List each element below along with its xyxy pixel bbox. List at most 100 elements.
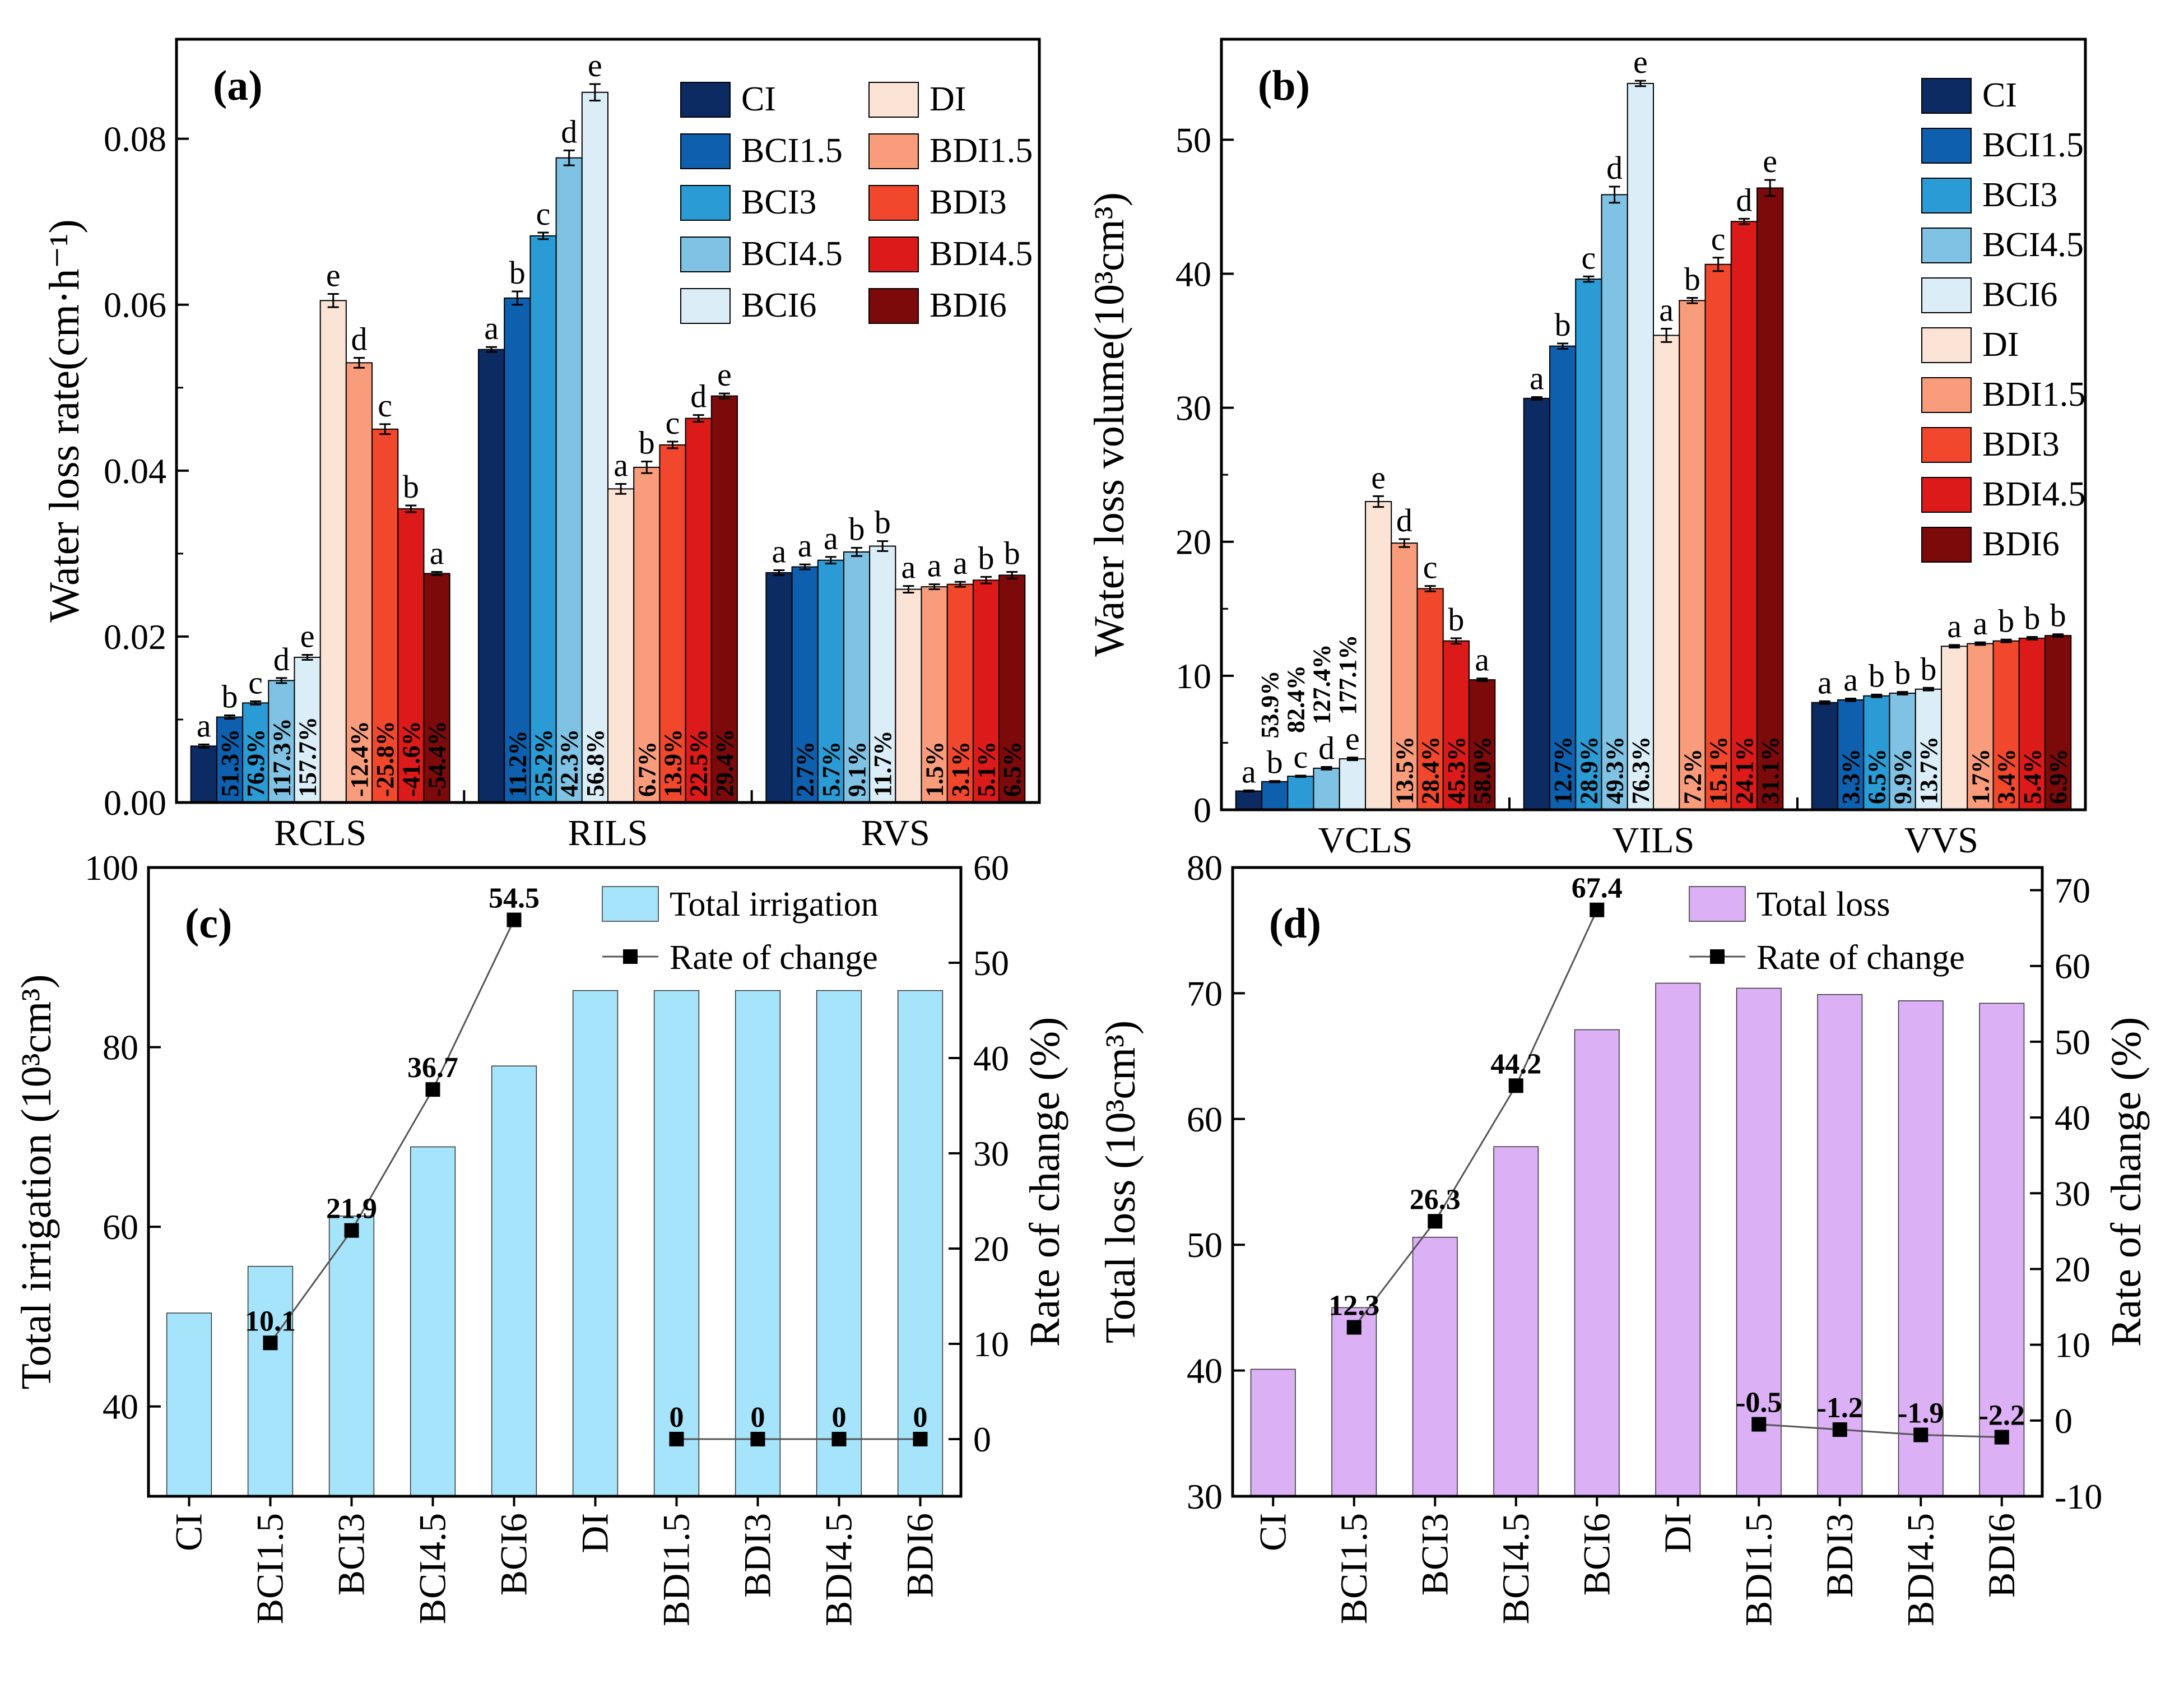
- significance-letter: b: [639, 425, 655, 461]
- error-bar: [1819, 700, 1830, 705]
- rate-value-label: 44.2: [1490, 1048, 1541, 1080]
- error-bar: [851, 547, 863, 557]
- bar-VCLS-BCI4.5: [1313, 767, 1340, 810]
- significance-letter: c: [1711, 221, 1726, 257]
- error-bar: [276, 677, 287, 684]
- legend-label: BCI6: [741, 286, 816, 324]
- error-bar: [954, 581, 966, 588]
- significance-letter: d: [1318, 730, 1335, 766]
- y-tick-label: 80: [103, 1028, 138, 1068]
- y-tick-label: 50: [1175, 120, 1211, 160]
- rate-line: [1353, 910, 1598, 1328]
- bar-BDI6: [897, 990, 944, 1497]
- bar-CI: [166, 1312, 212, 1497]
- y-tick-label: 0.02: [104, 617, 166, 657]
- significance-letter: d: [561, 113, 577, 150]
- bar-RVS-DI: [895, 588, 922, 804]
- error-bar: [773, 569, 785, 576]
- y2-tick-label: 30: [2055, 1173, 2090, 1213]
- significance-letter: d: [690, 378, 707, 415]
- legend-label: CI: [1982, 76, 2017, 114]
- significance-letter: a: [484, 310, 499, 346]
- y2-tick-label: 20: [2055, 1249, 2090, 1289]
- y-tick-label: 0.08: [104, 119, 166, 159]
- y2-tick-label: 20: [973, 1229, 1009, 1269]
- bar-VILS-BDI3: [1704, 263, 1732, 810]
- legend-label: BDI3: [930, 183, 1007, 221]
- y-tick-label: 60: [1187, 1100, 1223, 1139]
- error-bar: [2026, 636, 2038, 641]
- error-bar: [224, 715, 235, 720]
- rate-marker: [1832, 1422, 1847, 1437]
- group-label: VVS: [1904, 820, 1978, 861]
- y-tick-label: 30: [1187, 1477, 1223, 1516]
- error-bar: [1557, 342, 1569, 350]
- significance-letter: a: [1843, 662, 1858, 698]
- pct-label: 9.1%: [843, 741, 871, 797]
- rate-value-label: 0: [832, 1402, 847, 1434]
- rate-marker: [1751, 1417, 1767, 1432]
- significance-letter: b: [1448, 601, 1464, 638]
- bar-BDI1.5: [653, 990, 700, 1497]
- significance-letter: c: [378, 387, 392, 424]
- pct-label: -25.8%: [371, 721, 399, 797]
- rate-marker: [344, 1223, 359, 1238]
- legend-swatch-BCI1.5: [1921, 128, 1972, 164]
- x-tick-label: BCI4.5: [411, 1513, 454, 1624]
- error-bar: [1609, 185, 1620, 204]
- legend-swatch-BCI6: [680, 288, 731, 324]
- legend-swatch-BDI1.5: [1921, 377, 1972, 413]
- legend-label: BDI4.5: [930, 235, 1033, 273]
- y2-tick-label: 60: [973, 848, 1009, 888]
- x-tick-label: DI: [1656, 1513, 1699, 1553]
- x-tick-label: BCI1.5: [249, 1513, 291, 1624]
- significance-letter: b: [1998, 602, 2014, 639]
- error-bar: [1974, 641, 1986, 646]
- rate-value-label: 67.4: [1572, 873, 1623, 904]
- bar-VVS-DI: [1941, 646, 1968, 810]
- rate-line: [1759, 1423, 2002, 1439]
- pct-label: 6.9%: [2044, 749, 2072, 804]
- y2-tick-label: 50: [2055, 1022, 2090, 1062]
- bar-BDI6: [1979, 1003, 2025, 1497]
- legend-swatch-BCI1.5: [680, 133, 731, 169]
- x-tick-label: BCI1.5: [1332, 1513, 1375, 1624]
- pct-label: 25.2%: [530, 729, 557, 797]
- significance-letter: a: [1242, 753, 1256, 790]
- error-bar: [1845, 698, 1857, 702]
- y2-tick-label: 0: [973, 1419, 991, 1459]
- legend-swatch-BCI6: [1921, 277, 1972, 313]
- error-bar: [1871, 693, 1883, 698]
- legend-swatch-bar: [602, 886, 659, 922]
- significance-letter: e: [300, 618, 315, 654]
- bar-BDI3: [735, 990, 781, 1497]
- legend-swatch-BDI4.5: [868, 236, 919, 272]
- group-label: RVS: [861, 813, 930, 853]
- x-tick-label: BCI6: [1575, 1513, 1618, 1595]
- plot-frame: [1231, 866, 2044, 1498]
- panel-label: (a): [213, 62, 263, 109]
- bar-RILS-BDI3: [659, 444, 686, 803]
- pct-label: 22.5%: [685, 729, 713, 797]
- significance-letter: b: [1555, 307, 1571, 343]
- bar-VILS-DI: [1653, 335, 1680, 810]
- rate-value-label: 21.9: [326, 1193, 377, 1225]
- pct-label: 3.3%: [1837, 749, 1865, 804]
- error-bar: [1424, 585, 1436, 592]
- pct-label: 13.5%: [1391, 736, 1418, 804]
- plot-frame: [147, 866, 963, 1498]
- pct-label: 51.3%: [216, 729, 244, 797]
- legend-label: BCI6: [1982, 276, 2057, 314]
- significance-letter: a: [1530, 360, 1544, 396]
- bar-RCLS-CI: [190, 745, 217, 804]
- pct-label: 7.2%: [1679, 749, 1706, 804]
- significance-letter: b: [1267, 744, 1283, 781]
- error-bar: [641, 461, 653, 474]
- significance-letter: a: [824, 520, 838, 556]
- significance-letter: d: [351, 321, 367, 357]
- pct-label: -41.6%: [397, 721, 425, 797]
- pct-label: 28.9%: [1575, 736, 1602, 804]
- rate-value-label: 54.5: [489, 883, 540, 915]
- y-tick-label: 80: [1187, 848, 1223, 888]
- error-bar: [903, 585, 914, 593]
